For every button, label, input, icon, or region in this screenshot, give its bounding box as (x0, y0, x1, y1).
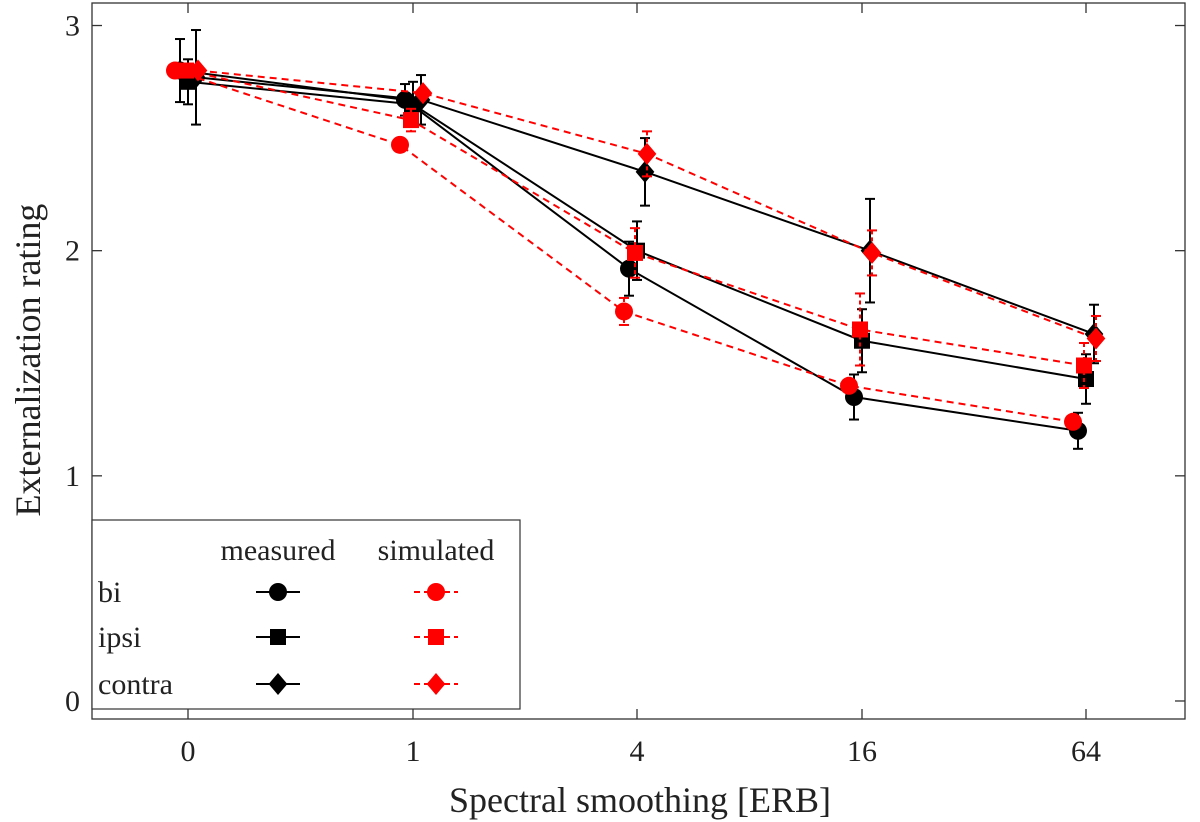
series-layer (166, 29, 1106, 450)
data-point (627, 244, 643, 261)
legend-label-bi: bi (98, 576, 121, 609)
series-bi-simulated (166, 61, 1082, 431)
legend: measured simulated bi ipsi contra (91, 519, 521, 710)
data-point (1076, 357, 1092, 374)
y-tick-label: 2 (65, 235, 80, 268)
data-point (178, 62, 194, 79)
y-tick-label: 0 (65, 685, 80, 718)
legend-sample-simulated-bi (414, 583, 458, 601)
legend-marker (270, 629, 286, 645)
error-bar (619, 296, 629, 326)
legend-sample-measured-bi (256, 583, 300, 601)
data-point (403, 112, 419, 129)
data-point (1086, 327, 1106, 350)
x-tick-label: 4 (630, 735, 645, 768)
legend-sample-measured-ipsi (256, 629, 300, 645)
y-tick-label: 1 (65, 460, 80, 493)
legend-label-contra: contra (98, 668, 173, 701)
data-point (188, 59, 208, 82)
data-point (840, 376, 858, 395)
legend-marker (269, 583, 287, 601)
legend-marker (428, 629, 444, 645)
data-point (615, 302, 633, 321)
legend-samples (256, 583, 458, 695)
series-line (185, 69, 1085, 367)
legend-marker (426, 673, 446, 695)
data-point (1078, 371, 1094, 388)
data-point (637, 142, 657, 165)
y-axis-title: Externalization rating (8, 204, 48, 517)
legend-marker (268, 673, 288, 695)
data-point (1064, 412, 1082, 431)
x-tick-label: 16 (847, 735, 877, 768)
legend-header-measured: measured (221, 534, 336, 567)
y-tick-label: 3 (65, 10, 80, 43)
data-point (852, 321, 868, 338)
series-ipsi-simulated (178, 62, 1092, 390)
x-tick-label: 0 (181, 735, 196, 768)
tick-labels: 0 1 2 3 0 1 4 16 64 (65, 10, 1101, 768)
legend-sample-measured-contra (256, 673, 300, 695)
legend-header-simulated: simulated (378, 534, 495, 567)
legend-box (91, 519, 521, 710)
data-point (413, 82, 433, 105)
legend-label-ipsi: ipsi (98, 621, 141, 654)
legend-marker (427, 583, 445, 601)
x-tick-label: 1 (406, 735, 421, 768)
data-point (862, 241, 882, 264)
x-axis-title: Spectral smoothing [ERB] (449, 780, 831, 820)
data-point (391, 135, 409, 154)
legend-sample-simulated-contra (414, 673, 458, 695)
series-contra-simulated (188, 59, 1106, 362)
x-tick-label: 64 (1071, 735, 1101, 768)
data-point (620, 259, 638, 278)
legend-sample-simulated-ipsi (414, 629, 458, 645)
